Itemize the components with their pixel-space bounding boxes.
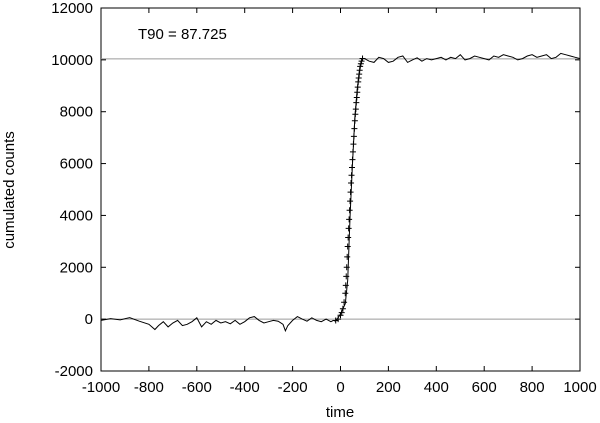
plus-marker bbox=[342, 290, 349, 297]
plus-marker bbox=[351, 117, 358, 124]
x-tick-label: 400 bbox=[424, 379, 449, 396]
plus-marker bbox=[339, 305, 346, 312]
x-tick-label: 600 bbox=[472, 379, 497, 396]
plus-marker bbox=[343, 264, 350, 271]
plus-marker bbox=[346, 216, 353, 223]
plus-marker bbox=[345, 234, 352, 241]
plus-marker bbox=[346, 207, 353, 214]
plus-marker bbox=[347, 198, 354, 205]
plus-marker bbox=[338, 309, 345, 316]
plus-marker bbox=[348, 180, 355, 187]
plus-marker bbox=[353, 99, 360, 106]
series-layer bbox=[100, 52, 581, 333]
x-tick-label: 1000 bbox=[563, 379, 596, 396]
plus-marker bbox=[335, 316, 342, 323]
y-tick-label: 6000 bbox=[60, 156, 93, 173]
plus-marker bbox=[353, 94, 360, 101]
y-tick-label: -2000 bbox=[55, 363, 93, 380]
plus-marker bbox=[357, 63, 364, 70]
y-tick-label: 0 bbox=[85, 311, 93, 328]
x-tick-label: -600 bbox=[182, 379, 212, 396]
plus-marker bbox=[343, 273, 350, 280]
x-tick-label: -1000 bbox=[82, 379, 120, 396]
plus-marker bbox=[347, 189, 354, 196]
x-axis-ticks: -1000 -800 -600 -400 -200 0 200 400 600 800 1000 bbox=[82, 8, 597, 396]
plus-marker bbox=[358, 58, 365, 65]
annotation-t90: T90 = 87.725 bbox=[138, 26, 227, 43]
y-tick-label: 4000 bbox=[60, 207, 93, 224]
plus-marker bbox=[348, 164, 355, 171]
x-tick-label: -800 bbox=[134, 379, 164, 396]
plus-marker bbox=[350, 133, 357, 140]
x-tick-label: 200 bbox=[376, 379, 401, 396]
plus-marker bbox=[351, 125, 358, 132]
reference-lines bbox=[101, 58, 580, 320]
plus-marker bbox=[337, 312, 344, 319]
y-tick-label: 12000 bbox=[51, 0, 93, 17]
plus-marker bbox=[354, 84, 361, 91]
plus-marker bbox=[350, 141, 357, 148]
plus-marker bbox=[349, 156, 356, 163]
y-tick-label: 2000 bbox=[60, 259, 93, 276]
y-axis-ticks: -2000 0 2000 4000 6000 8000 10000 12000 bbox=[51, 0, 580, 380]
plus-marker bbox=[357, 60, 364, 67]
plus-marker bbox=[359, 55, 366, 62]
plus-marker bbox=[348, 172, 355, 179]
plus-marker bbox=[349, 148, 356, 155]
plus-marker bbox=[342, 282, 349, 289]
x-tick-label: -200 bbox=[278, 379, 308, 396]
x-tick-label: 0 bbox=[336, 379, 344, 396]
plus-marker bbox=[344, 253, 351, 260]
y-tick-label: 10000 bbox=[51, 52, 93, 69]
plus-marker bbox=[352, 111, 359, 118]
y-axis-label: cumulated counts bbox=[1, 131, 18, 249]
y-tick-label: 8000 bbox=[60, 104, 93, 121]
plus-marker bbox=[345, 225, 352, 232]
x-tick-label: 800 bbox=[520, 379, 545, 396]
x-tick-label: -400 bbox=[230, 379, 260, 396]
cumulated-counts-line bbox=[100, 52, 581, 333]
plus-marker bbox=[341, 299, 348, 306]
x-axis-label: time bbox=[326, 404, 354, 421]
plus-marker bbox=[352, 106, 359, 113]
plus-marker bbox=[344, 243, 351, 250]
plus-marker bbox=[354, 89, 361, 96]
